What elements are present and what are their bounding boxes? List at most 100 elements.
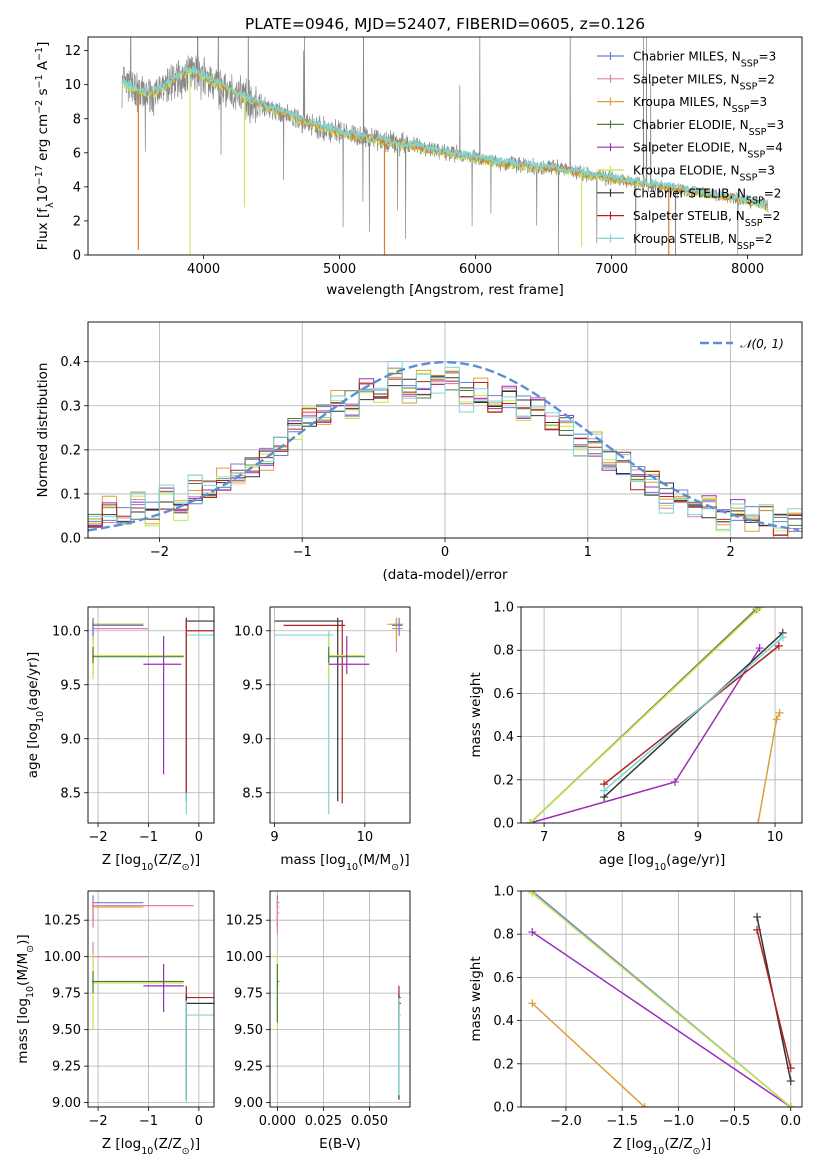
- weight-age-marker: [754, 819, 763, 823]
- legend-entry-script: SSP: [740, 81, 758, 92]
- mass-ebv-xlabel: E(B-V): [319, 1136, 361, 1152]
- legend-entry: Salpeter ELODIE, NSSP=4: [633, 141, 783, 161]
- weight-z-marker: [528, 928, 537, 937]
- age-mass-axes-xtick-label: 10: [357, 830, 374, 845]
- weight-z-axes-ytick-label: 0.0: [493, 1101, 514, 1116]
- spectrum-ylabel-script: −2: [34, 100, 45, 114]
- age-mass-axes-ytick-label: 8.5: [242, 786, 263, 801]
- spectrum-ylabel-span: s: [35, 88, 51, 99]
- weight-z-xlabel: Z [log10(Z/Z⊙)]: [613, 1136, 711, 1157]
- mass-ebv-axes-xtick-label: 0.025: [305, 1114, 342, 1129]
- age-z-point: [185, 617, 214, 802]
- weight-age-ylabel-span: mass weight: [468, 672, 484, 757]
- age-z-axes-ytick-label: 10.0: [52, 624, 81, 639]
- weight-z-marker: [753, 912, 762, 921]
- age-mass-point: [274, 630, 334, 815]
- age-z-point: [185, 619, 214, 793]
- weight-age-marker: [755, 644, 764, 653]
- mass-z-point: [92, 898, 194, 928]
- mass-ebv-axes-ytick-label: 9.25: [234, 1060, 263, 1075]
- legend-entry: Kroupa STELIB, NSSP=2: [633, 232, 772, 252]
- weight-z-ylabel-span: mass weight: [468, 956, 484, 1041]
- weight-z-axes-ytick-label: 0.6: [493, 971, 514, 986]
- weight-age-line: [603, 636, 784, 792]
- weight-z-line: [531, 1002, 646, 1107]
- legend-entry-script: SSP: [732, 104, 750, 115]
- legend-entry-script: SSP: [747, 149, 765, 160]
- spectrum-axes-ytick-label: 4: [73, 180, 81, 195]
- mass-ebv-axes-xtick-label: 0.050: [351, 1114, 388, 1129]
- mass-z-ylabel-span: (M/M: [15, 953, 31, 986]
- spectrum-model-line: [121, 65, 768, 208]
- age-mass-point: [387, 617, 403, 642]
- weight-age-marker: [526, 819, 535, 823]
- age-z-axes-plot-area: [92, 617, 214, 815]
- residual-axes: −2 −1 0 1 2 0.0 0.1 0.2 0.3 0.4: [60, 321, 803, 560]
- weight-z-axes-frame: [520, 890, 803, 1108]
- age-mass-point: [391, 617, 403, 637]
- mass-z-xlabel-script: 10: [141, 1146, 153, 1157]
- mass-z-point: [92, 971, 184, 994]
- age-mass-axes-plot-area: [274, 617, 403, 815]
- spectrum-ylabel-span: Flux [f: [35, 207, 51, 251]
- age-z-ylabel-span: (age/yr)]: [25, 652, 41, 711]
- legend-entry-script: SSP: [737, 240, 755, 251]
- mass-ebv-xlabel-span: E(B-V): [319, 1136, 361, 1152]
- spectrum-axes: 4000 5000 6000 7000 8000 0 2 4 6 8 10 12: [64, 36, 803, 277]
- weight-age-axes-plot-area: [526, 607, 787, 823]
- age-z-xlabel-span: (Z/Z: [153, 852, 181, 868]
- mass-z-xlabel-span: (Z/Z: [153, 1136, 181, 1152]
- residual-axes-ytick-label: 0.3: [60, 399, 81, 414]
- legend-entry-span: =3: [749, 95, 767, 109]
- mass-ebv-axes-ytick-label: 9.50: [234, 1023, 263, 1038]
- spectrum-axes-xtick-label: 6000: [459, 262, 492, 277]
- residual-xlabel-span: (data-model)/error: [382, 567, 508, 583]
- weight-age-axes-xtick-label: 10: [767, 830, 784, 845]
- residual-axes-plot-area: [88, 360, 802, 538]
- residual-axes-ytick-label: 0.4: [60, 355, 81, 370]
- legend-entry-span: Chabrier ELODIE, N: [633, 118, 749, 132]
- age-mass-axes: 9 10 8.5 9.0 9.5 10.0: [234, 606, 411, 845]
- residual-axes-xtick-label: −1: [293, 545, 312, 560]
- legend-entry-span: =2: [763, 209, 781, 223]
- residual-ylabel: Normed distribution: [35, 363, 51, 498]
- weight-age-marker: [778, 633, 787, 642]
- spectrum-axes-ytick-label: 8: [73, 112, 81, 127]
- mass-z-point: [92, 953, 184, 1030]
- weight-age-axes-xtick-label: 9: [694, 830, 702, 845]
- spectrum-ylabel-script: −1: [34, 74, 45, 88]
- age-mass-xlabel-span: mass [log: [280, 852, 346, 868]
- legend-entry-span: =3: [766, 118, 784, 132]
- weight-z-axes-xtick-label: −2.0: [550, 1114, 582, 1129]
- residual-axes-xtick-label: 2: [726, 545, 734, 560]
- weight-age-axes-ytick-label: 0.8: [493, 644, 514, 659]
- mass-z-axes-plot-area: [92, 895, 214, 1103]
- weight-z-axes: −2.0 −1.5 −1.0 −0.5 0.0 0.0 0.2 0.4 0.6 0.8 1.0: [493, 885, 803, 1129]
- weight-z-xlabel-script: ⊙: [693, 1146, 701, 1157]
- age-mass-xlabel-span: (M/M: [358, 852, 391, 868]
- age-mass-xlabel-script: 10: [346, 862, 358, 873]
- weight-z-marker: [528, 891, 537, 898]
- weight-z-xlabel-span: Z [log: [613, 1136, 652, 1152]
- mass-ebv-axes-ytick-label: 9.75: [234, 987, 263, 1002]
- weight-z-xlabel-span: (Z/Z: [664, 1136, 692, 1152]
- spectrum-ylabel-script: −1: [34, 47, 45, 61]
- weight-age-marker: [775, 708, 784, 717]
- mass-z-axes-ytick-label: 9.00: [52, 1096, 81, 1111]
- weight-z-marker: [786, 1103, 795, 1107]
- legend-entry: Salpeter STELIB, NSSP=2: [633, 209, 780, 229]
- weight-z-marker: [753, 925, 762, 934]
- mass-z-point: [185, 1000, 214, 1103]
- spectrum-axes-xtick-label: 7000: [595, 262, 628, 277]
- age-z-ylabel-script: 10: [35, 711, 46, 723]
- weight-z-line: [531, 892, 792, 1107]
- age-mass-point: [391, 617, 403, 653]
- weight-age-xlabel-span: age [log: [599, 852, 654, 868]
- residual-xlabel: (data-model)/error: [382, 567, 508, 583]
- histogram-step-line: [88, 361, 802, 530]
- spectrum-ylabel-script: −17: [34, 165, 45, 185]
- age-mass-axes-xtick-label: 9: [270, 830, 278, 845]
- spectrum-axes-xtick-label: 4000: [187, 262, 220, 277]
